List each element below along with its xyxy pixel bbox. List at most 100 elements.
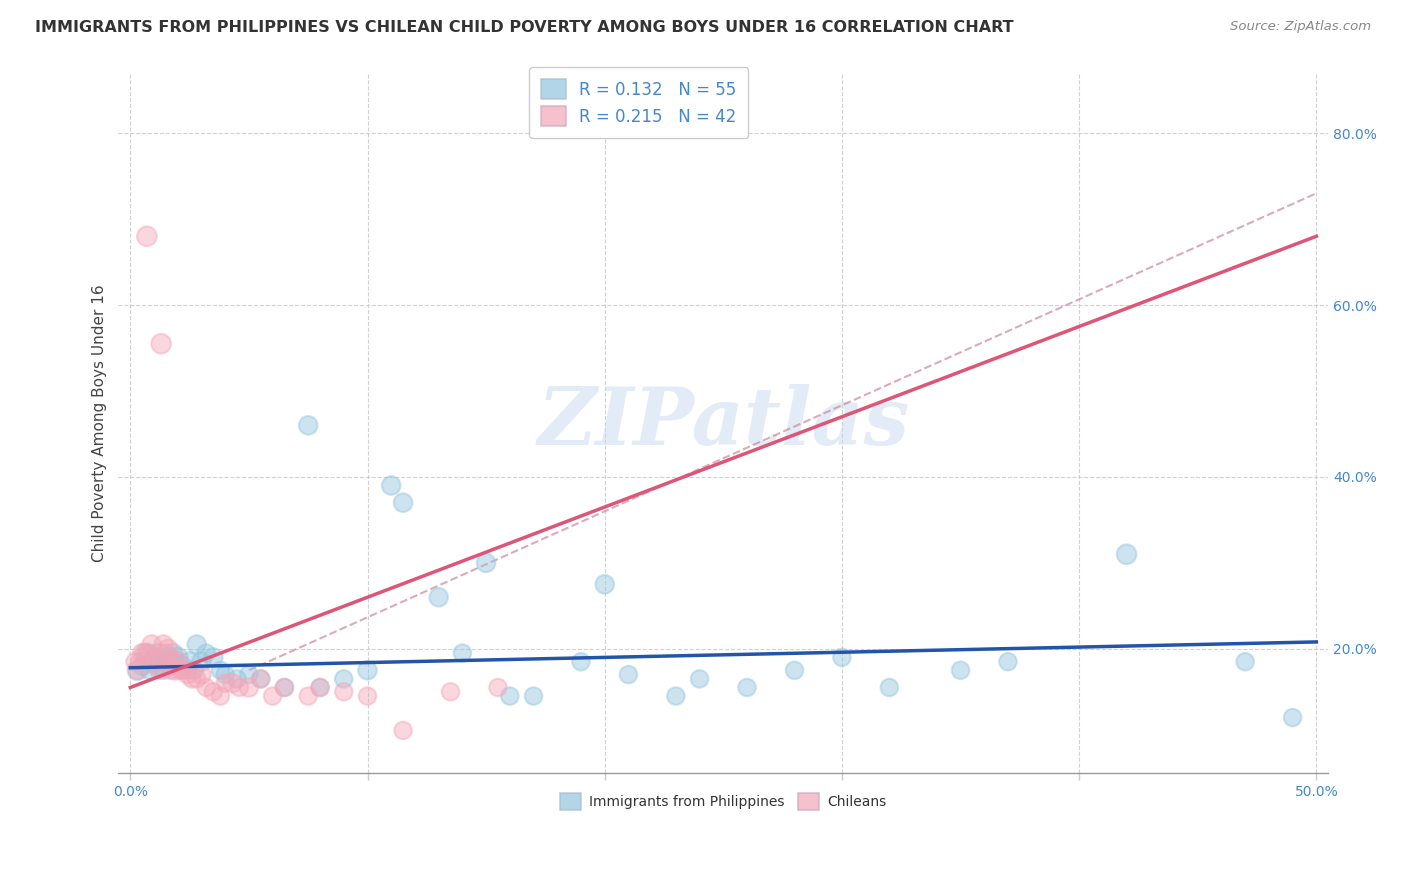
Point	[262, 689, 284, 703]
Point	[127, 663, 149, 677]
Point	[569, 655, 592, 669]
Point	[162, 655, 184, 669]
Point	[392, 723, 415, 738]
Point	[297, 418, 319, 433]
Point	[138, 646, 160, 660]
Point	[135, 646, 157, 660]
Point	[997, 655, 1019, 669]
Point	[689, 672, 711, 686]
Point	[356, 663, 378, 677]
Point	[309, 681, 332, 695]
Point	[165, 655, 187, 669]
Point	[127, 663, 149, 677]
Point	[150, 336, 173, 351]
Point	[195, 646, 218, 660]
Point	[128, 655, 150, 669]
Point	[172, 659, 194, 673]
Point	[183, 663, 205, 677]
Point	[202, 650, 225, 665]
Point	[152, 638, 174, 652]
Y-axis label: Child Poverty Among Boys Under 16: Child Poverty Among Boys Under 16	[93, 285, 107, 562]
Point	[131, 659, 153, 673]
Point	[148, 646, 170, 660]
Point	[831, 650, 853, 665]
Point	[145, 655, 167, 669]
Point	[1281, 710, 1303, 724]
Point	[226, 672, 249, 686]
Point	[249, 672, 271, 686]
Point	[165, 663, 187, 677]
Point	[593, 577, 616, 591]
Point	[1234, 655, 1257, 669]
Point	[499, 689, 522, 703]
Point	[150, 655, 173, 669]
Point	[157, 641, 180, 656]
Point	[143, 650, 166, 665]
Point	[1115, 547, 1137, 561]
Point	[297, 689, 319, 703]
Point	[451, 646, 474, 660]
Point	[228, 681, 250, 695]
Point	[166, 650, 188, 665]
Point	[138, 663, 160, 677]
Point	[392, 496, 415, 510]
Point	[166, 655, 188, 669]
Point	[209, 689, 232, 703]
Point	[159, 659, 181, 673]
Point	[181, 672, 204, 686]
Point	[124, 655, 146, 669]
Point	[148, 663, 170, 677]
Point	[176, 663, 198, 677]
Point	[309, 681, 332, 695]
Point	[155, 655, 177, 669]
Point	[617, 667, 640, 681]
Point	[333, 672, 356, 686]
Point	[238, 681, 260, 695]
Point	[665, 689, 688, 703]
Point	[172, 663, 194, 677]
Point	[145, 659, 167, 673]
Point	[134, 646, 156, 660]
Point	[195, 681, 218, 695]
Point	[427, 591, 450, 605]
Point	[169, 663, 191, 677]
Point	[176, 667, 198, 681]
Point	[522, 689, 544, 703]
Point	[879, 681, 901, 695]
Point	[949, 663, 972, 677]
Point	[783, 663, 806, 677]
Point	[143, 655, 166, 669]
Point	[209, 663, 232, 677]
Point	[131, 646, 153, 660]
Legend: Immigrants from Philippines, Chileans: Immigrants from Philippines, Chileans	[554, 788, 893, 815]
Point	[162, 646, 184, 660]
Point	[152, 663, 174, 677]
Point	[141, 655, 163, 669]
Point	[380, 478, 402, 492]
Point	[214, 667, 236, 681]
Point	[186, 672, 208, 686]
Point	[190, 655, 212, 669]
Point	[155, 646, 177, 660]
Point	[333, 685, 356, 699]
Point	[273, 681, 295, 695]
Point	[141, 638, 163, 652]
Point	[221, 676, 243, 690]
Point	[202, 685, 225, 699]
Point	[186, 638, 208, 652]
Text: Source: ZipAtlas.com: Source: ZipAtlas.com	[1230, 20, 1371, 33]
Point	[486, 681, 509, 695]
Point	[190, 667, 212, 681]
Point	[214, 676, 236, 690]
Point	[157, 650, 180, 665]
Point	[356, 689, 378, 703]
Point	[475, 556, 498, 570]
Text: IMMIGRANTS FROM PHILIPPINES VS CHILEAN CHILD POVERTY AMONG BOYS UNDER 16 CORRELA: IMMIGRANTS FROM PHILIPPINES VS CHILEAN C…	[35, 20, 1014, 35]
Text: ZIPatlas: ZIPatlas	[537, 384, 910, 462]
Point	[179, 655, 201, 669]
Point	[159, 663, 181, 677]
Point	[249, 672, 271, 686]
Point	[439, 685, 461, 699]
Point	[273, 681, 295, 695]
Point	[238, 667, 260, 681]
